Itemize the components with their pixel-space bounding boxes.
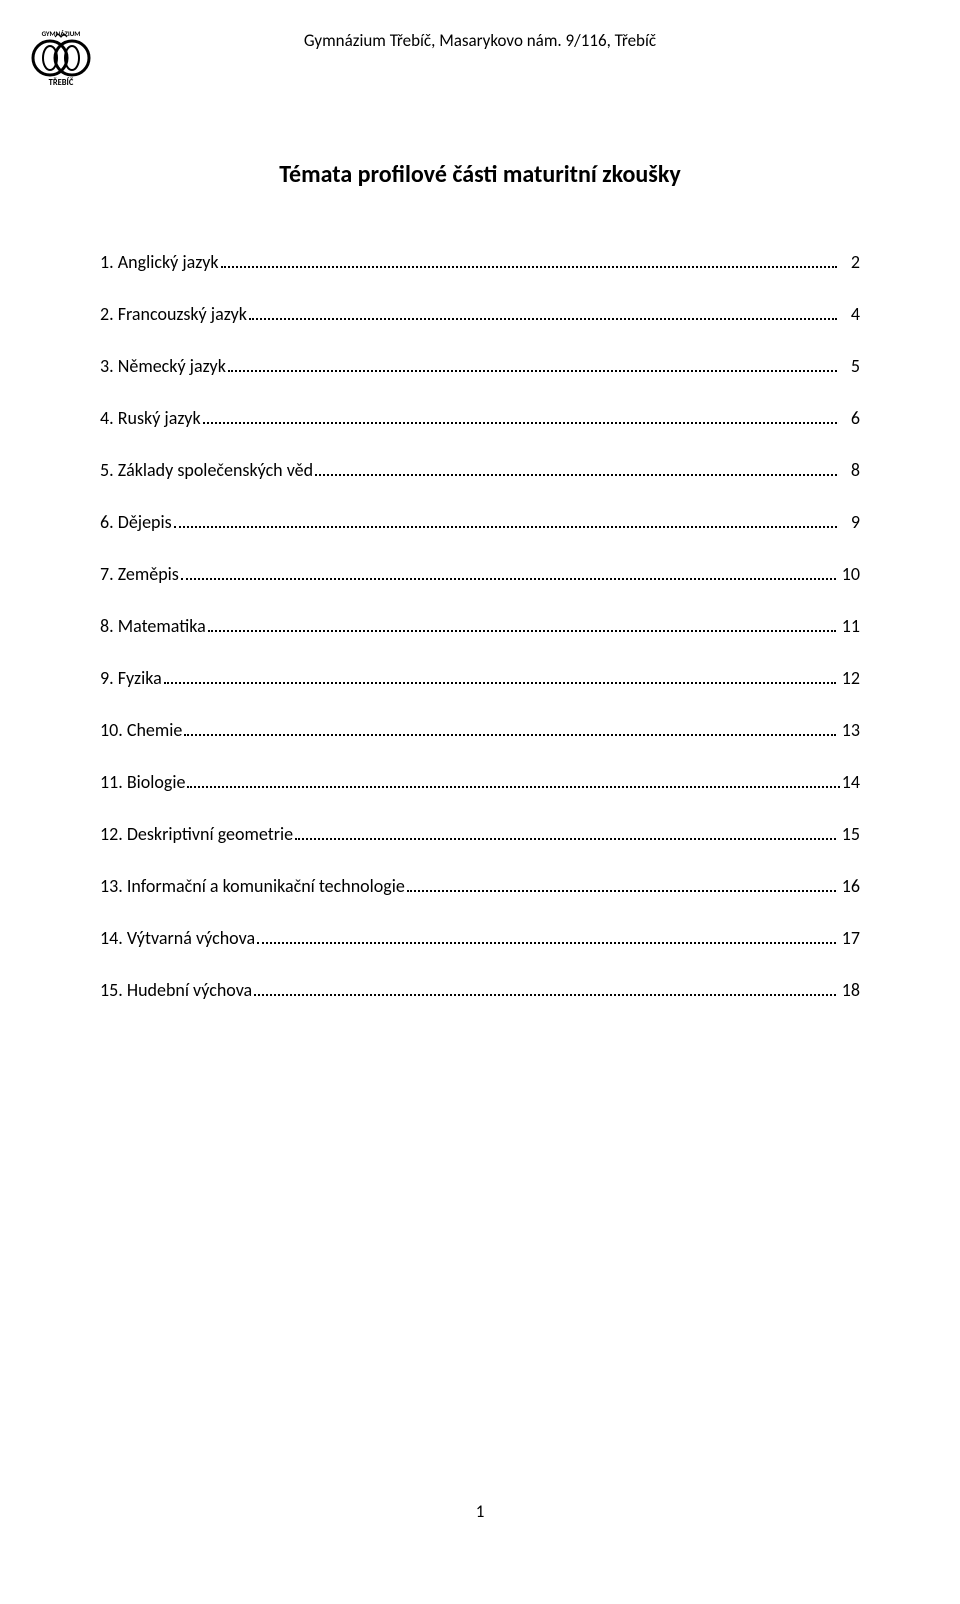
toc-entry-label: Základy společenských věd [118, 459, 313, 481]
toc-row: 1. Anglický jazyk 2 [100, 251, 860, 273]
toc-dot-leader [407, 878, 836, 892]
toc-row: 10. Chemie 13 [100, 719, 860, 741]
toc-entry-page: 11 [838, 615, 860, 637]
toc-dot-leader [187, 774, 839, 788]
toc-dot-leader [208, 618, 836, 632]
toc-dot-leader [228, 358, 837, 372]
toc-entry-page: 14 [842, 771, 860, 793]
toc-entry-label: Německý jazyk [118, 355, 226, 377]
toc-entry-label: Chemie [127, 719, 182, 741]
toc-entry-page: 2 [839, 251, 860, 273]
toc-entry-number: 4. [100, 407, 118, 429]
toc-entry-page: 6 [839, 407, 860, 429]
toc-entry-number: 13. [100, 875, 127, 897]
toc-entry-page: 4 [839, 303, 860, 325]
toc-entry-page: 5 [839, 355, 860, 377]
toc-entry-label: Francouzský jazyk [118, 303, 247, 325]
toc-entry-number: 3. [100, 355, 118, 377]
logo-bottom-text: TŘEBÍČ [49, 78, 74, 88]
toc-dot-leader [164, 670, 836, 684]
toc-entry-number: 14. [100, 927, 127, 949]
page-number: 1 [0, 1501, 960, 1522]
toc-entry-number: 1. [100, 251, 118, 273]
header-institution: Gymnázium Třebíč, Masarykovo nám. 9/116,… [100, 28, 860, 51]
toc-entry-label: Biologie [127, 771, 186, 793]
toc-row: 7. Zeměpis 10 [100, 563, 860, 585]
toc-dot-leader [257, 930, 836, 944]
toc-entry-page: 16 [838, 875, 860, 897]
toc-entry-number: 11. [100, 771, 127, 793]
toc-dot-leader [295, 826, 836, 840]
toc-entry-page: 10 [838, 563, 860, 585]
toc-entry-number: 12. [100, 823, 127, 845]
toc-entry-label: Výtvarná výchova [127, 927, 255, 949]
toc-entry-page: 13 [838, 719, 860, 741]
toc-entry-number: 2. [100, 303, 118, 325]
toc-dot-leader [249, 306, 837, 320]
toc-entry-number: 8. [100, 615, 118, 637]
document-header: GYMNÁZIUM TŘEBÍČ Gymnázium Třebíč, Masar… [100, 28, 860, 88]
document-title: Témata profilové části maturitní zkoušky [100, 160, 860, 189]
toc-entry-page: 15 [838, 823, 860, 845]
toc-row: 13. Informační a komunikační technologie… [100, 875, 860, 897]
toc-dot-leader [315, 462, 837, 476]
toc-entry-page: 9 [839, 511, 860, 533]
toc-row: 12. Deskriptivní geometrie 15 [100, 823, 860, 845]
toc-row: 15. Hudební výchova 18 [100, 979, 860, 1001]
toc-dot-leader [181, 566, 836, 580]
toc-dot-leader [221, 254, 837, 268]
toc-entry-label: Dějepis [118, 511, 172, 533]
toc-entry-label: Fyzika [118, 667, 162, 689]
toc-entry-label: Hudební výchova [127, 979, 252, 1001]
table-of-contents: 1. Anglický jazyk 2 2. Francouzský jazyk … [100, 251, 860, 1001]
toc-entry-page: 18 [838, 979, 860, 1001]
toc-entry-label: Deskriptivní geometrie [127, 823, 293, 845]
toc-entry-label: Anglický jazyk [118, 251, 219, 273]
toc-dot-leader [184, 722, 835, 736]
toc-entry-number: 7. [100, 563, 118, 585]
school-logo: GYMNÁZIUM TŘEBÍČ [18, 28, 104, 88]
toc-entry-number: 6. [100, 511, 118, 533]
toc-entry-label: Informační a komunikační technologie [127, 875, 405, 897]
toc-dot-leader [174, 514, 837, 528]
toc-row: 8. Matematika 11 [100, 615, 860, 637]
toc-entry-label: Zeměpis [118, 563, 179, 585]
toc-entry-page: 12 [838, 667, 860, 689]
toc-entry-label: Matematika [118, 615, 206, 637]
toc-entry-number: 15. [100, 979, 127, 1001]
toc-entry-label: Ruský jazyk [118, 407, 201, 429]
document-page: GYMNÁZIUM TŘEBÍČ Gymnázium Třebíč, Masar… [0, 0, 960, 1604]
toc-row: 6. Dějepis 9 [100, 511, 860, 533]
toc-row: 3. Německý jazyk 5 [100, 355, 860, 377]
toc-row: 2. Francouzský jazyk 4 [100, 303, 860, 325]
toc-row: 11. Biologie 14 [100, 771, 860, 793]
toc-entry-page: 17 [838, 927, 860, 949]
toc-entry-number: 9. [100, 667, 118, 689]
toc-row: 14. Výtvarná výchova 17 [100, 927, 860, 949]
toc-row: 4. Ruský jazyk 6 [100, 407, 860, 429]
toc-dot-leader [203, 410, 837, 424]
toc-dot-leader [254, 982, 835, 996]
toc-entry-number: 5. [100, 459, 118, 481]
toc-entry-page: 8 [839, 459, 860, 481]
toc-row: 9. Fyzika 12 [100, 667, 860, 689]
toc-row: 5. Základy společenských věd 8 [100, 459, 860, 481]
toc-entry-number: 10. [100, 719, 127, 741]
